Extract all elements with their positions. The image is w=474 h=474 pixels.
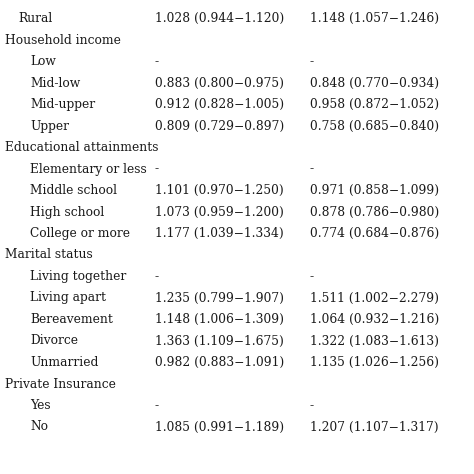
Text: -: - (155, 55, 159, 68)
Text: 0.883 (0.800−0.975): 0.883 (0.800−0.975) (155, 76, 284, 90)
Text: -: - (155, 163, 159, 175)
Text: Household income: Household income (5, 34, 121, 46)
Text: 0.958 (0.872−1.052): 0.958 (0.872−1.052) (310, 98, 439, 111)
Text: -: - (155, 270, 159, 283)
Text: 1.363 (1.109−1.675): 1.363 (1.109−1.675) (155, 335, 284, 347)
Text: 1.064 (0.932−1.216): 1.064 (0.932−1.216) (310, 313, 439, 326)
Text: Living apart: Living apart (30, 292, 106, 304)
Text: 0.982 (0.883−1.091): 0.982 (0.883−1.091) (155, 356, 284, 369)
Text: 1.028 (0.944−1.120): 1.028 (0.944−1.120) (155, 12, 284, 25)
Text: -: - (310, 55, 314, 68)
Text: 1.511 (1.002−2.279): 1.511 (1.002−2.279) (310, 292, 439, 304)
Text: Elementary or less: Elementary or less (30, 163, 147, 175)
Text: Low: Low (30, 55, 56, 68)
Text: Yes: Yes (30, 399, 51, 412)
Text: 0.848 (0.770−0.934): 0.848 (0.770−0.934) (310, 76, 439, 90)
Text: Divorce: Divorce (30, 335, 78, 347)
Text: Mid-low: Mid-low (30, 76, 80, 90)
Text: Marital status: Marital status (5, 248, 93, 262)
Text: High school: High school (30, 206, 104, 219)
Text: 0.878 (0.786−0.980): 0.878 (0.786−0.980) (310, 206, 439, 219)
Text: -: - (155, 399, 159, 412)
Text: Upper: Upper (30, 119, 69, 133)
Text: No: No (30, 420, 48, 434)
Text: 1.101 (0.970−1.250): 1.101 (0.970−1.250) (155, 184, 284, 197)
Text: 0.809 (0.729−0.897): 0.809 (0.729−0.897) (155, 119, 284, 133)
Text: Private Insurance: Private Insurance (5, 377, 116, 391)
Text: 1.148 (1.006−1.309): 1.148 (1.006−1.309) (155, 313, 284, 326)
Text: Bereavement: Bereavement (30, 313, 113, 326)
Text: 1.207 (1.107−1.317): 1.207 (1.107−1.317) (310, 420, 438, 434)
Text: 1.148 (1.057−1.246): 1.148 (1.057−1.246) (310, 12, 439, 25)
Text: 1.322 (1.083−1.613): 1.322 (1.083−1.613) (310, 335, 439, 347)
Text: 1.177 (1.039−1.334): 1.177 (1.039−1.334) (155, 227, 284, 240)
Text: 0.774 (0.684−0.876): 0.774 (0.684−0.876) (310, 227, 439, 240)
Text: Middle school: Middle school (30, 184, 117, 197)
Text: 1.073 (0.959−1.200): 1.073 (0.959−1.200) (155, 206, 284, 219)
Text: 0.971 (0.858−1.099): 0.971 (0.858−1.099) (310, 184, 439, 197)
Text: -: - (310, 163, 314, 175)
Text: 0.758 (0.685−0.840): 0.758 (0.685−0.840) (310, 119, 439, 133)
Text: 1.135 (1.026−1.256): 1.135 (1.026−1.256) (310, 356, 439, 369)
Text: -: - (310, 399, 314, 412)
Text: Mid-upper: Mid-upper (30, 98, 95, 111)
Text: Rural: Rural (18, 12, 52, 25)
Text: 0.912 (0.828−1.005): 0.912 (0.828−1.005) (155, 98, 284, 111)
Text: College or more: College or more (30, 227, 130, 240)
Text: Living together: Living together (30, 270, 126, 283)
Text: Educational attainments: Educational attainments (5, 141, 158, 154)
Text: Unmarried: Unmarried (30, 356, 99, 369)
Text: 1.085 (0.991−1.189): 1.085 (0.991−1.189) (155, 420, 284, 434)
Text: 1.235 (0.799−1.907): 1.235 (0.799−1.907) (155, 292, 284, 304)
Text: -: - (310, 270, 314, 283)
